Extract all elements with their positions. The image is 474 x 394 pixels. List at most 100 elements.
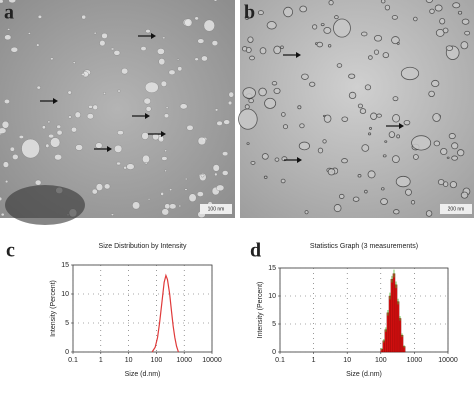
x-tick-label: 10000 xyxy=(202,357,222,364)
particle xyxy=(92,104,98,111)
particle xyxy=(380,0,386,4)
particle xyxy=(449,181,458,189)
particle xyxy=(216,184,225,192)
particle xyxy=(323,26,332,34)
particle xyxy=(359,108,367,114)
particle xyxy=(369,126,372,130)
arrows xyxy=(40,33,404,163)
scale-bar-box xyxy=(440,204,472,214)
particle xyxy=(37,14,42,19)
particle xyxy=(95,142,103,149)
particle xyxy=(164,169,167,172)
plot-frame xyxy=(279,267,449,353)
particle xyxy=(176,58,180,61)
particle xyxy=(197,38,205,44)
particle xyxy=(334,15,339,20)
arrow-head xyxy=(296,52,301,58)
particle xyxy=(10,46,18,53)
chart-title: Size Distribution by Intensity xyxy=(99,243,187,250)
particle xyxy=(261,153,269,160)
particle xyxy=(442,27,449,34)
particle xyxy=(448,133,456,140)
particle xyxy=(116,161,121,166)
particle xyxy=(281,112,286,117)
x-tick-label: 100 xyxy=(151,357,163,364)
particle xyxy=(222,151,229,157)
panel-label: d xyxy=(250,240,261,262)
particle xyxy=(245,46,252,54)
particle xyxy=(162,36,166,39)
particle xyxy=(258,87,267,97)
particle xyxy=(403,119,411,126)
particle xyxy=(50,137,61,148)
particle xyxy=(0,0,4,4)
particle xyxy=(95,183,104,191)
micrograph-a xyxy=(0,0,235,218)
particle xyxy=(246,142,250,145)
particle xyxy=(248,98,254,104)
particle xyxy=(228,91,234,98)
y-tick-label: 15 xyxy=(268,265,276,272)
particle xyxy=(271,81,278,86)
particle xyxy=(123,166,127,170)
particle xyxy=(104,183,111,190)
particle xyxy=(433,140,441,147)
particle xyxy=(211,40,219,46)
particle xyxy=(152,133,160,141)
particle xyxy=(264,97,277,109)
particle xyxy=(121,67,129,75)
particle xyxy=(164,203,171,210)
particle xyxy=(461,18,470,25)
particle xyxy=(273,87,281,95)
particle xyxy=(86,113,94,120)
particle xyxy=(165,106,169,109)
particle xyxy=(67,90,72,95)
particle xyxy=(464,30,471,36)
particle xyxy=(367,170,376,179)
particle xyxy=(249,55,255,61)
particle xyxy=(157,48,165,55)
particle xyxy=(9,146,15,152)
particle xyxy=(391,155,400,164)
particle xyxy=(93,31,97,35)
particle xyxy=(367,132,372,136)
particle xyxy=(283,6,294,18)
particle xyxy=(327,168,336,176)
particle xyxy=(34,179,42,186)
particle xyxy=(396,134,401,139)
particle xyxy=(197,136,207,146)
particle xyxy=(48,133,54,139)
particle xyxy=(247,36,254,43)
particle xyxy=(186,124,194,131)
particle xyxy=(117,130,124,136)
bar xyxy=(384,329,388,353)
particle xyxy=(460,191,469,199)
particle xyxy=(274,157,280,162)
particle xyxy=(413,16,418,22)
particle xyxy=(361,31,368,37)
particle xyxy=(88,105,93,109)
particle xyxy=(201,55,208,62)
particle xyxy=(81,14,86,20)
particle xyxy=(309,81,316,87)
panel-label: b xyxy=(244,2,255,24)
particle xyxy=(160,192,164,196)
particle xyxy=(384,4,391,11)
particle xyxy=(316,41,324,48)
particle xyxy=(50,57,54,61)
arrow-head xyxy=(297,157,302,163)
particle xyxy=(380,198,388,205)
particle xyxy=(0,196,3,201)
x-tick-label: 10 xyxy=(343,357,351,364)
particle xyxy=(299,123,305,129)
particle xyxy=(7,28,11,31)
particle xyxy=(380,187,385,191)
particle xyxy=(382,52,390,59)
particle xyxy=(457,10,463,15)
particle xyxy=(147,198,151,201)
arrow-head xyxy=(151,33,156,39)
particle xyxy=(352,196,360,202)
particle xyxy=(382,154,387,158)
y-tick-label: 10 xyxy=(61,291,69,298)
